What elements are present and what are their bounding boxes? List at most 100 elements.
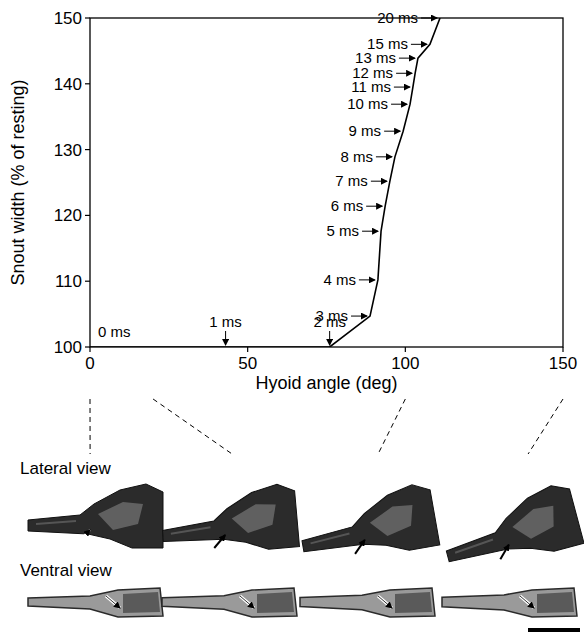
time-label: 3 ms xyxy=(316,307,349,324)
time-arrow xyxy=(421,18,437,19)
time-label: 5 ms xyxy=(327,222,360,239)
lateral-photo xyxy=(437,481,584,578)
scale-bar xyxy=(528,628,580,632)
frame-connector xyxy=(153,399,232,454)
time-arrow xyxy=(366,206,382,207)
photo-arrow xyxy=(213,535,226,548)
photo-arrow xyxy=(520,596,534,608)
time-label: 12 ms xyxy=(352,64,393,81)
time-label: 1 ms xyxy=(209,313,242,330)
y-tick-label: 100 xyxy=(54,338,82,357)
time-label: 4 ms xyxy=(323,271,356,288)
photo-arrow xyxy=(497,545,512,560)
photo-arrow xyxy=(353,540,367,554)
time-arrow xyxy=(376,156,392,157)
photo-arrow xyxy=(240,596,254,608)
time-label: 6 ms xyxy=(331,197,364,214)
figure: 0 50 100 150 100 110 120 130 140 150 Hyoid angle (… xyxy=(0,0,584,638)
snout-highlight xyxy=(454,540,493,553)
y-tick-label: 140 xyxy=(54,75,82,94)
plot-area xyxy=(90,18,440,347)
photo-arrow-core xyxy=(378,596,392,608)
photo-arrow xyxy=(106,596,120,608)
photo-arrow xyxy=(78,530,90,542)
time-label: 15 ms xyxy=(367,35,408,52)
ventral-shade xyxy=(395,592,432,613)
photo-arrow-core xyxy=(106,596,120,608)
ventral-photo xyxy=(442,588,577,617)
y-tick xyxy=(85,83,90,84)
data-line xyxy=(90,18,440,347)
head-highlight xyxy=(368,503,417,538)
photo-arrow-core xyxy=(520,596,534,608)
y-tick-label: 120 xyxy=(54,206,82,225)
y-tick xyxy=(85,17,90,18)
row-label: Lateral view xyxy=(20,459,111,478)
y-tick xyxy=(85,281,90,282)
head-silhouette xyxy=(437,481,584,578)
head-highlight xyxy=(98,502,143,530)
time-arrow xyxy=(391,104,407,105)
plot-frame xyxy=(90,18,563,347)
ventral-silhouette xyxy=(28,588,163,617)
ventral-shade xyxy=(123,592,160,613)
x-tick xyxy=(405,347,406,352)
row-label: Ventral view xyxy=(20,561,112,580)
head-silhouette xyxy=(159,483,299,559)
y-tick xyxy=(85,215,90,216)
time-arrow xyxy=(362,231,378,232)
y-axis-title: Snout width (% of resting) xyxy=(8,79,28,285)
head-silhouette xyxy=(296,482,440,568)
y-tick-label: 110 xyxy=(55,272,82,291)
time-arrow xyxy=(384,131,400,132)
x-tick-label: 0 xyxy=(85,354,94,373)
time-label: 10 ms xyxy=(347,95,388,112)
x-tick xyxy=(89,347,90,352)
x-tick xyxy=(562,347,563,352)
photo-arrow-core xyxy=(240,596,254,608)
lateral-photo xyxy=(28,484,163,548)
ventral-silhouette xyxy=(300,588,435,617)
y-tick-label: 130 xyxy=(54,141,82,160)
y-tick xyxy=(85,346,90,347)
frame-connector xyxy=(90,399,91,454)
time-arrow xyxy=(411,44,427,45)
time-arrow xyxy=(399,58,415,59)
ventral-photo xyxy=(162,588,297,617)
ventral-shade xyxy=(537,592,574,613)
head-silhouette xyxy=(28,484,163,548)
ventral-silhouette xyxy=(162,588,297,617)
frame-connector xyxy=(378,399,405,454)
snout-highlight xyxy=(310,533,350,543)
photo-arrow xyxy=(378,596,392,608)
ventral-silhouette xyxy=(442,588,577,617)
snout-highlight xyxy=(36,521,76,524)
y-tick xyxy=(85,149,90,150)
time-arrow xyxy=(351,316,367,317)
time-label: 8 ms xyxy=(340,148,373,165)
head-highlight xyxy=(509,504,560,543)
time-label: 7 ms xyxy=(335,172,368,189)
time-arrow xyxy=(225,331,226,345)
lateral-photo xyxy=(296,482,440,568)
time-arrow xyxy=(371,181,387,182)
x-tick-label: 50 xyxy=(238,354,257,373)
snout-highlight xyxy=(171,527,211,533)
ventral-shade xyxy=(257,592,294,613)
x-tick-label: 100 xyxy=(391,354,419,373)
ventral-photo xyxy=(300,588,435,617)
lateral-photo xyxy=(159,483,299,559)
time-arrow xyxy=(359,279,375,280)
y-tick-label: 150 xyxy=(54,9,82,28)
head-highlight xyxy=(231,503,278,535)
time-label: 9 ms xyxy=(349,122,382,139)
x-tick-label: 150 xyxy=(549,354,577,373)
time-arrow xyxy=(329,331,330,345)
x-tick xyxy=(247,347,248,352)
time-label: 0 ms xyxy=(98,323,131,340)
ventral-photo xyxy=(28,588,163,617)
frame-connector xyxy=(528,399,563,454)
time-arrow xyxy=(394,87,410,88)
x-axis-title: Hyoid angle (deg) xyxy=(255,373,397,393)
time-arrow xyxy=(396,73,412,74)
